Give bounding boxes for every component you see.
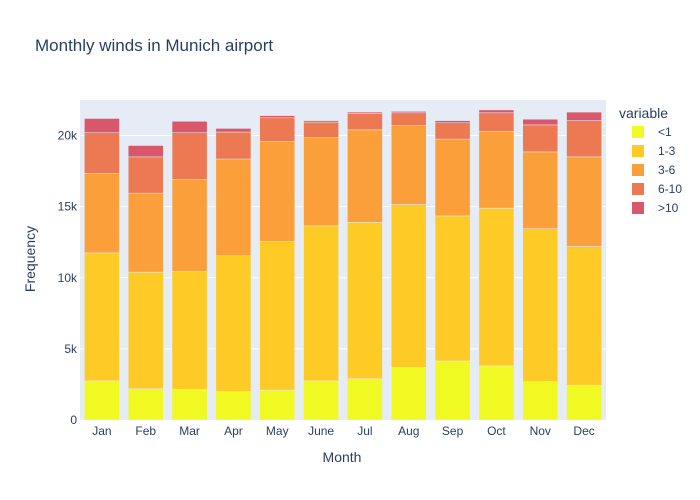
legend-item-label: <1 xyxy=(658,125,672,139)
bar-segment xyxy=(127,271,164,389)
bar-segment xyxy=(390,112,427,126)
bar-segment xyxy=(303,120,339,123)
legend: variable <1 1-3 3-6 6-10 >10 xyxy=(619,105,682,215)
bar-segment xyxy=(390,125,427,205)
x-axis-title: Month xyxy=(323,449,362,465)
legend-swatch xyxy=(632,202,644,214)
bar-segment xyxy=(84,172,120,254)
gridlines xyxy=(80,135,606,350)
y-tick-label: 5k xyxy=(64,342,78,356)
x-tick-label: June xyxy=(308,424,334,438)
bar-segment xyxy=(434,138,471,217)
x-tick-label: Oct xyxy=(487,424,506,438)
x-axis-ticks: Jan Feb Mar Apr May June Jul Aug Sep Oct Nov Dec xyxy=(92,424,595,438)
bar-segment xyxy=(303,225,339,382)
x-tick-label: Aug xyxy=(398,424,419,438)
bar-segment xyxy=(347,222,383,380)
bar-segment xyxy=(215,128,252,133)
bar-segment xyxy=(259,241,296,391)
bar-segment xyxy=(171,121,208,133)
bar-segment xyxy=(347,111,383,114)
y-axis-ticks: 0 5k 10k 15k 20k xyxy=(58,129,78,427)
y-tick-label: 15k xyxy=(58,200,78,214)
x-tick-label: Apr xyxy=(224,424,243,438)
x-tick-label: Jul xyxy=(357,424,372,438)
y-tick-label: 0 xyxy=(70,413,77,427)
bar-segment xyxy=(347,129,383,223)
bar-segment xyxy=(478,365,515,421)
plot-area xyxy=(80,100,606,420)
bar-segment xyxy=(434,215,471,362)
bar-segment xyxy=(171,132,208,180)
y-axis-title: Frequency xyxy=(22,226,38,292)
bar-segment xyxy=(127,156,164,194)
bar-segment xyxy=(522,381,559,421)
bar-segment xyxy=(259,117,296,142)
bar-segment xyxy=(127,388,164,421)
legend-title: variable xyxy=(619,105,668,121)
bar-segment xyxy=(303,121,339,138)
y-tick-label: 10k xyxy=(58,271,78,285)
legend-swatch xyxy=(632,183,644,195)
bar-segment xyxy=(434,122,471,140)
bar-segment xyxy=(171,179,208,272)
bar-segment xyxy=(127,145,164,158)
x-tick-label: Sep xyxy=(442,424,464,438)
x-tick-label: Jan xyxy=(92,424,111,438)
bar-segment xyxy=(84,380,120,421)
bar-segment xyxy=(478,109,515,114)
bar-segment xyxy=(522,118,559,126)
bar-segment xyxy=(522,228,559,382)
bar-segment xyxy=(566,384,602,421)
bar-segment xyxy=(215,158,252,256)
legend-swatch xyxy=(632,145,644,157)
bar-segment xyxy=(215,131,252,160)
bar-segment xyxy=(303,380,339,421)
x-tick-label: May xyxy=(266,424,289,438)
x-tick-label: Nov xyxy=(530,424,551,438)
bar-segment xyxy=(522,124,559,153)
legend-swatch xyxy=(632,164,644,176)
bars xyxy=(84,109,602,421)
bar-segment xyxy=(84,118,120,133)
bar-segment xyxy=(566,120,602,158)
bar-segment xyxy=(347,113,383,131)
bar-segment xyxy=(390,204,427,368)
bar-segment xyxy=(566,246,602,386)
bar-segment xyxy=(566,156,602,247)
bar-segment xyxy=(259,115,296,119)
legend-item-label: 3-6 xyxy=(658,163,676,177)
bar-segment xyxy=(171,389,208,421)
bar-segment xyxy=(478,207,515,367)
legend-item-label: 6-10 xyxy=(658,182,682,196)
x-tick-label: Mar xyxy=(179,424,200,438)
bar-segment xyxy=(84,252,120,382)
bar-segment xyxy=(84,132,120,174)
bar-segment xyxy=(478,112,515,132)
bar-segment xyxy=(347,378,383,421)
chart-title: Monthly winds in Munich airport xyxy=(35,36,273,55)
legend-item-label: 1-3 xyxy=(658,144,676,158)
legend-item-label: >10 xyxy=(658,201,679,215)
bar-segment xyxy=(259,140,296,242)
bar-segment xyxy=(566,111,602,121)
bar-segment xyxy=(171,271,208,390)
bar-segment xyxy=(390,367,427,421)
bar-segment xyxy=(215,255,252,392)
bar-segment xyxy=(215,391,252,421)
bar-segment xyxy=(259,389,296,421)
bar-segment xyxy=(434,120,471,124)
bar-segment xyxy=(434,360,471,421)
legend-swatch xyxy=(632,126,644,138)
bar-segment xyxy=(522,151,559,229)
x-tick-label: Dec xyxy=(573,424,594,438)
x-tick-label: Feb xyxy=(135,424,156,438)
bar-segment xyxy=(390,111,427,114)
bar-segment xyxy=(478,131,515,209)
bar-segment xyxy=(303,137,339,227)
bar-segment xyxy=(127,192,164,273)
y-tick-label: 20k xyxy=(58,129,78,143)
